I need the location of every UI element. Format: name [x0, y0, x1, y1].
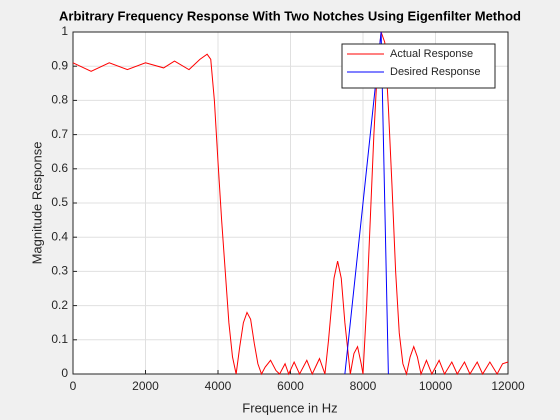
legend-label: Actual Response	[390, 48, 473, 60]
y-tick-label: 0.3	[51, 264, 68, 278]
axes-box	[72, 31, 509, 375]
y-tick-label: 1	[61, 24, 68, 38]
x-tick-label: 10000	[419, 379, 453, 393]
x-tick-label: 0	[70, 379, 77, 393]
y-tick-label: 0.7	[51, 127, 68, 141]
x-tick-label: 4000	[205, 379, 232, 393]
series-line	[72, 31, 509, 376]
y-tick-label: 0.4	[51, 229, 68, 243]
legend-label: Desired Response	[390, 66, 481, 78]
chart-title: Arbitrary Frequency Response With Two No…	[59, 8, 521, 23]
y-tick-label: 0.2	[51, 298, 68, 312]
y-tick-label: 0.8	[51, 93, 68, 107]
series-line	[344, 31, 389, 375]
y-tick-label: 0.9	[51, 58, 68, 72]
y-axis-label: Magnitude Response	[29, 142, 44, 265]
x-tick-label: 2000	[132, 379, 159, 393]
y-tick-label: 0	[61, 366, 68, 380]
x-tick-label: 12000	[491, 379, 525, 393]
legend-box	[341, 43, 496, 89]
y-tick-label: 0.1	[51, 332, 68, 346]
x-axis-label: Frequence in Hz	[242, 400, 337, 415]
y-tick-label: 0.6	[51, 161, 68, 175]
x-tick-label: 8000	[350, 379, 377, 393]
x-tick-label: 6000	[277, 379, 304, 393]
y-tick-label: 0.5	[51, 195, 68, 209]
